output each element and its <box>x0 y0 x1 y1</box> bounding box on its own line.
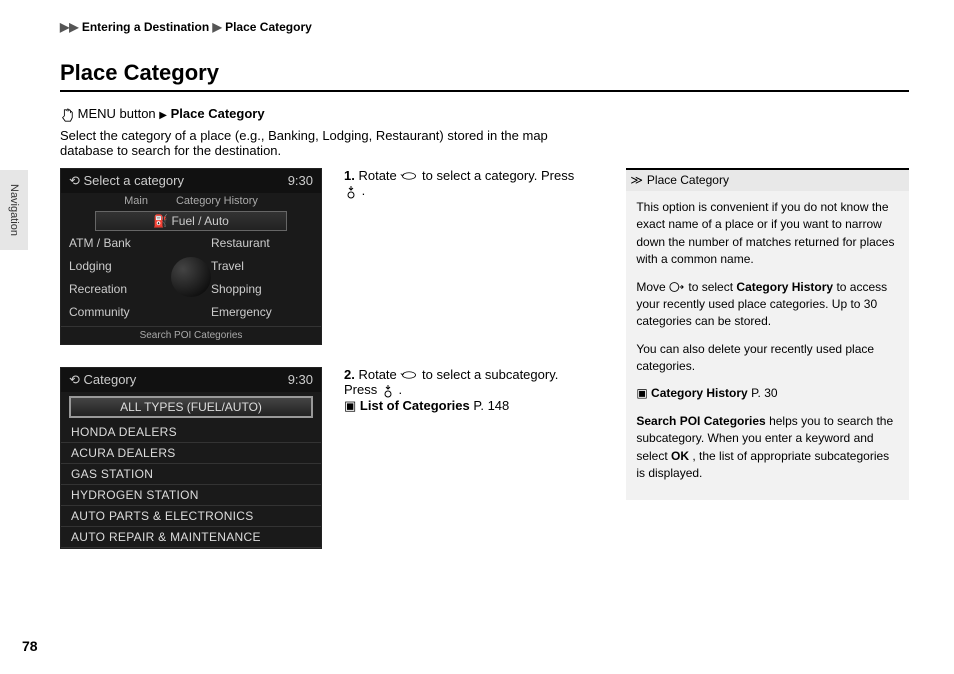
sidebar-p3: You can also delete your recently used p… <box>636 341 899 376</box>
screen1-back-icon: ⟲ Select a category <box>69 173 184 189</box>
play-icon: ▶ <box>159 110 167 121</box>
cat-emerg: Emergency <box>211 305 313 319</box>
screen1-footer: Search POI Categories <box>61 326 321 344</box>
book-icon: ▣ <box>344 398 356 413</box>
step2-refp: P. 148 <box>473 398 509 413</box>
intro-text: Select the category of a place (e.g., Ba… <box>60 128 600 158</box>
breadcrumb-arrow-icon: ▶ <box>213 20 222 34</box>
cat-shop: Shopping <box>211 282 313 296</box>
sidebar-note: ≫ Place Category This option is convenie… <box>626 168 909 501</box>
screen1-tab-history: Category History <box>176 195 258 207</box>
sidebar-p1: This option is convenient if you do not … <box>636 199 899 269</box>
menu-path: MENU button ▶ Place Category <box>60 106 909 122</box>
step2-text: 2. Rotate to select a subcategory. Press… <box>344 367 586 414</box>
page-title: Place Category <box>60 60 909 92</box>
list-item: HYDROGEN STATION <box>61 485 321 506</box>
sidebar-ref: ▣ Category History P. 30 <box>636 385 899 402</box>
menu-button-label: MENU button <box>78 106 156 121</box>
sidebar-title: Place Category <box>647 172 729 189</box>
sidebar-p2: Move to select Category History to acces… <box>636 279 899 331</box>
step1-num: 1. <box>344 168 355 183</box>
step2-ref: List of Categories <box>360 398 470 413</box>
list-item: HONDA DEALERS <box>61 422 321 443</box>
cat-travel: Travel <box>211 259 313 273</box>
screen2-time: 9:30 <box>288 372 313 388</box>
hand-icon <box>60 108 74 122</box>
cat-rest: Restaurant <box>211 236 313 250</box>
page-number: 78 <box>22 638 38 654</box>
screen1-tab-main: Main <box>124 195 148 207</box>
book-icon: ▣ <box>636 386 647 400</box>
dial-icon <box>171 257 211 297</box>
press-icon <box>344 185 358 199</box>
breadcrumb-arrow-icon: ▶▶ <box>60 20 78 34</box>
section-tab: Navigation <box>0 170 28 250</box>
screen2-back-icon: ⟲ Category <box>69 372 136 388</box>
step1-text: 1. Rotate to select a category. Press . <box>344 168 586 199</box>
screen1-selected: ⛽ Fuel / Auto <box>95 211 287 231</box>
list-item: AUTO REPAIR & MAINTENANCE <box>61 527 321 548</box>
list-item: ACURA DEALERS <box>61 443 321 464</box>
screen-select-category: ⟲ Select a category 9:30 Main Category H… <box>60 168 322 345</box>
rotate-icon <box>400 169 418 183</box>
press-icon <box>381 384 395 398</box>
breadcrumb: ▶▶ Entering a Destination ▶ Place Catego… <box>60 20 312 34</box>
breadcrumb-b: Place Category <box>225 20 312 34</box>
note-icon: ≫ <box>630 172 643 189</box>
cat-lodging: Lodging <box>69 259 171 273</box>
move-icon <box>669 281 685 293</box>
sidebar-p4: Search POI Categories helps you to searc… <box>636 413 899 483</box>
list-item: GAS STATION <box>61 464 321 485</box>
list-item: AUTO PARTS & ELECTRONICS <box>61 506 321 527</box>
screen1-time: 9:30 <box>288 173 313 189</box>
screen-category-list: ⟲ Category 9:30 ALL TYPES (FUEL/AUTO) HO… <box>60 367 322 549</box>
cat-atm: ATM / Bank <box>69 236 171 250</box>
cat-comm: Community <box>69 305 171 319</box>
menu-dest: Place Category <box>171 106 265 121</box>
breadcrumb-a: Entering a Destination <box>82 20 209 34</box>
cat-rec: Recreation <box>69 282 171 296</box>
rotate-icon <box>400 368 418 382</box>
list-item: ALL TYPES (FUEL/AUTO) <box>69 396 313 418</box>
step2-num: 2. <box>344 367 355 382</box>
